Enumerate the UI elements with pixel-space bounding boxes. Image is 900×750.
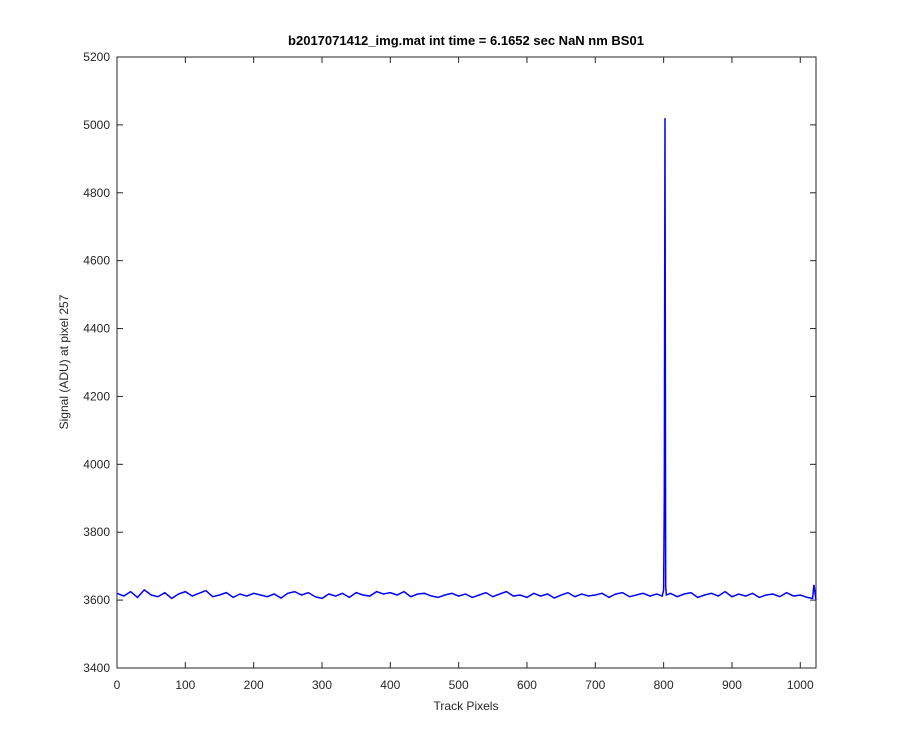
y-tick-label: 4200 [83, 389, 110, 403]
y-tick-label: 3400 [83, 661, 110, 675]
y-tick-label: 5200 [83, 50, 110, 64]
y-tick-label: 3800 [83, 525, 110, 539]
x-axis-label: Track Pixels [434, 699, 499, 713]
x-tick-label: 400 [380, 678, 400, 692]
x-tick-label: 700 [585, 678, 605, 692]
x-tick-label: 100 [175, 678, 195, 692]
x-tick-label: 600 [517, 678, 537, 692]
plot-frame [116, 56, 817, 669]
x-tick-label: 900 [722, 678, 742, 692]
data-line [116, 118, 817, 601]
x-tick-label: 300 [312, 678, 332, 692]
chart-title: b2017071412_img.mat int time = 6.1652 se… [288, 33, 644, 48]
y-tick-label: 4000 [83, 457, 110, 471]
y-tick-label: 4600 [83, 254, 110, 268]
y-tick-label: 5000 [83, 118, 110, 132]
x-tick-label: 0 [114, 678, 121, 692]
y-tick-label: 4400 [83, 322, 110, 336]
y-tick-label: 4800 [83, 186, 110, 200]
x-tick-label: 800 [654, 678, 674, 692]
y-axis-label: Signal (ADU) at pixel 257 [57, 294, 71, 429]
x-tick-label: 500 [449, 678, 469, 692]
x-tick-label: 200 [244, 678, 264, 692]
x-tick-label: 1000 [787, 678, 814, 692]
y-tick-label: 3600 [83, 593, 110, 607]
